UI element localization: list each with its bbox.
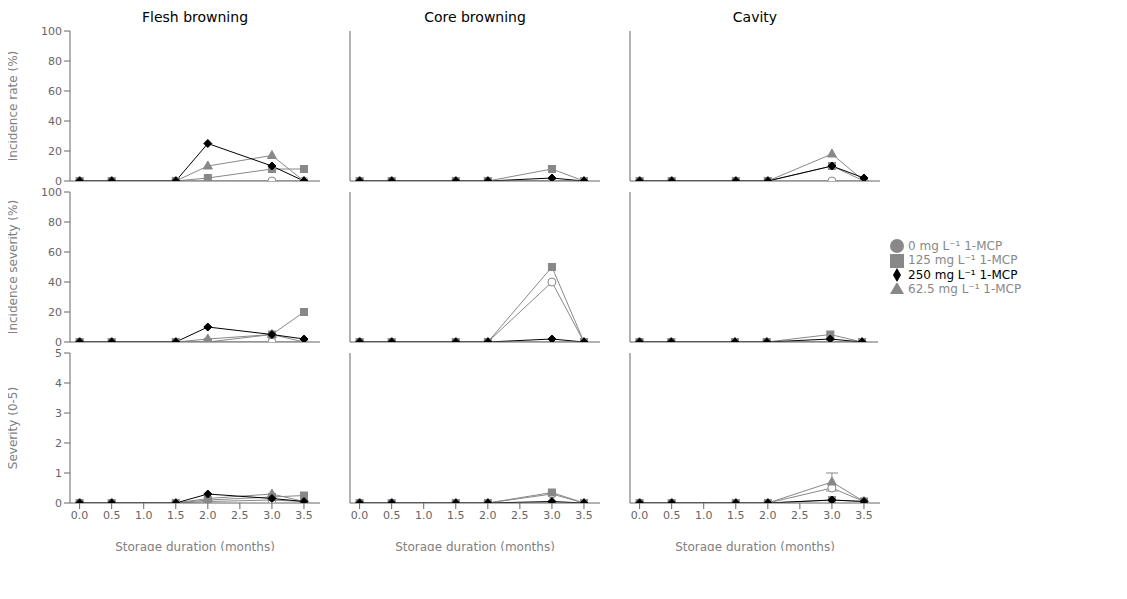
svg-text:2.0: 2.0 bbox=[199, 509, 217, 522]
svg-text:40: 40 bbox=[48, 115, 62, 128]
svg-text:Incidence rate (%): Incidence rate (%) bbox=[8, 51, 20, 161]
svg-text:3.0: 3.0 bbox=[823, 509, 841, 522]
html-text:0 mg L⁻¹ 1-MCP: 0 mg L⁻¹ 1-MCP bbox=[908, 238, 1003, 253]
svg-text:3.5: 3.5 bbox=[575, 509, 593, 522]
svg-text:3.5: 3.5 bbox=[295, 509, 313, 522]
svg-text:80: 80 bbox=[48, 55, 62, 68]
svg-text:0.5: 0.5 bbox=[383, 509, 401, 522]
svg-text:0.5: 0.5 bbox=[103, 509, 121, 522]
svg-text:0: 0 bbox=[55, 336, 62, 348]
svg-text:0.0: 0.0 bbox=[631, 509, 649, 522]
svg-text:Storage duration (months): Storage duration (months) bbox=[115, 540, 275, 551]
svg-text:20: 20 bbox=[48, 306, 62, 319]
svg-text:100: 100 bbox=[41, 26, 62, 38]
svg-text:Storage duration (months): Storage duration (months) bbox=[395, 540, 555, 551]
svg-text:4: 4 bbox=[55, 377, 62, 390]
html-text:250 mg L⁻¹ 1-MCP: 250 mg L⁻¹ 1-MCP bbox=[908, 267, 1018, 282]
svg-text:3: 3 bbox=[55, 407, 62, 420]
svg-text:2.0: 2.0 bbox=[759, 509, 777, 522]
svg-text:0.5: 0.5 bbox=[663, 509, 681, 522]
svg-text:2.5: 2.5 bbox=[231, 509, 249, 522]
html-text:Cavity: Cavity bbox=[732, 9, 778, 25]
svg-text:100: 100 bbox=[41, 187, 62, 199]
svg-text:2.0: 2.0 bbox=[479, 509, 497, 522]
svg-text:Severity (0-5): Severity (0-5) bbox=[8, 387, 20, 469]
svg-text:60: 60 bbox=[48, 246, 62, 259]
svg-text:2.5: 2.5 bbox=[791, 509, 809, 522]
svg-text:1.5: 1.5 bbox=[167, 509, 185, 522]
svg-text:Incidence severity (%): Incidence severity (%) bbox=[8, 200, 20, 334]
svg-text:0: 0 bbox=[55, 175, 62, 187]
svg-text:1: 1 bbox=[55, 467, 62, 480]
svg-text:40: 40 bbox=[48, 276, 62, 289]
svg-text:3.0: 3.0 bbox=[543, 509, 561, 522]
html-text:Core browning: Core browning bbox=[424, 9, 526, 25]
svg-text:1.5: 1.5 bbox=[727, 509, 745, 522]
svg-text:60: 60 bbox=[48, 85, 62, 98]
svg-text:1.0: 1.0 bbox=[415, 509, 433, 522]
svg-text:1.0: 1.0 bbox=[135, 509, 153, 522]
svg-text:0: 0 bbox=[55, 497, 62, 510]
html-text:Flesh browning: Flesh browning bbox=[142, 9, 248, 25]
svg-text:1.0: 1.0 bbox=[695, 509, 713, 522]
html-text:62.5 mg L⁻¹ 1-MCP: 62.5 mg L⁻¹ 1-MCP bbox=[908, 282, 1022, 296]
svg-text:0.0: 0.0 bbox=[71, 509, 89, 522]
svg-text:2: 2 bbox=[55, 437, 62, 450]
svg-text:5: 5 bbox=[55, 348, 62, 360]
svg-text:1.5: 1.5 bbox=[447, 509, 465, 522]
svg-text:3.5: 3.5 bbox=[855, 509, 873, 522]
svg-text:0.0: 0.0 bbox=[351, 509, 369, 522]
svg-text:2.5: 2.5 bbox=[511, 509, 529, 522]
svg-text:20: 20 bbox=[48, 145, 62, 158]
svg-text:Storage duration (months): Storage duration (months) bbox=[675, 540, 835, 551]
html-text:125 mg L⁻¹ 1-MCP: 125 mg L⁻¹ 1-MCP bbox=[908, 253, 1018, 267]
svg-text:3.0: 3.0 bbox=[263, 509, 281, 522]
svg-text:80: 80 bbox=[48, 216, 62, 229]
